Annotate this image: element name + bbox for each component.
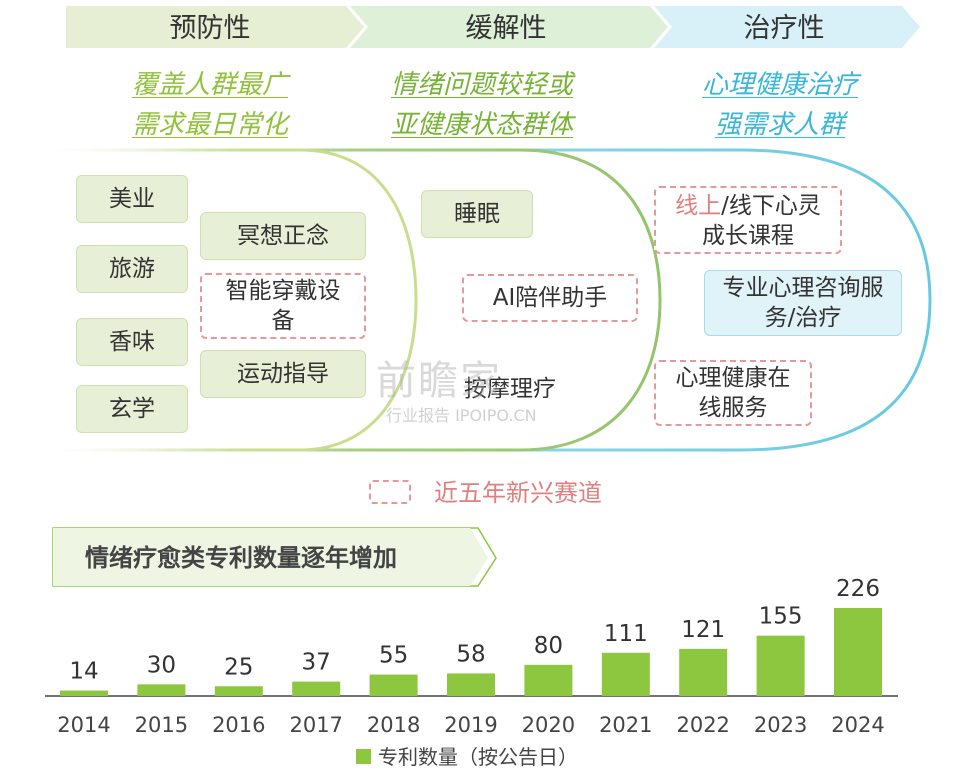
box-exercise: 运动指导	[200, 350, 366, 398]
patent-bar-chart: 14 2014 30 2015 25 2016 37 2017 55 2018 58 2019 80 20…	[45, 576, 898, 737]
tagline-relief-1: 情绪问题较轻或	[390, 70, 573, 100]
tagline-therapy-1: 心理健康治疗	[701, 70, 858, 100]
box-metaphysics: 玄学	[76, 385, 188, 433]
bar-2021	[601, 652, 650, 696]
data-label-2015: 30	[147, 652, 176, 678]
x-tick-label-2018: 2018	[367, 713, 420, 737]
box-growth-courses: 线上/线下心灵成长课程	[654, 186, 842, 254]
bar-2016	[214, 686, 263, 696]
series-legend-swatch	[356, 749, 371, 764]
x-tick-label-2016: 2016	[212, 713, 265, 737]
category-therapy-label: 治疗性	[743, 13, 825, 44]
bar-2022	[679, 648, 728, 696]
box-online-mental-health: 心理健康在线服务	[654, 360, 812, 426]
data-label-2018: 55	[379, 643, 408, 669]
x-tick-label-2017: 2017	[289, 713, 342, 737]
box-travel: 旅游	[76, 245, 188, 293]
bar-2017	[292, 681, 341, 696]
x-tick-label-2024: 2024	[831, 713, 884, 737]
data-label-2024: 226	[836, 576, 880, 602]
x-tick-label-2014: 2014	[57, 713, 110, 737]
bar-2019	[447, 673, 495, 696]
box-wearables: 智能穿戴设备	[200, 273, 366, 339]
x-tick-label-2022: 2022	[676, 713, 729, 737]
category-preventive-label: 预防性	[169, 13, 251, 44]
ellipse-relief	[40, 148, 662, 452]
x-tick-label-2015: 2015	[135, 713, 188, 737]
watermark-logo: 前瞻家	[376, 358, 502, 404]
arrow-relief	[350, 6, 668, 48]
watermark-subtitle: 行业报告 IPOIPO.CN	[386, 406, 537, 425]
category-arrows	[66, 6, 920, 48]
series-legend-label: 专利数量（按公告日）	[378, 745, 578, 769]
arrow-therapy	[654, 6, 920, 48]
data-label-2023: 155	[759, 604, 803, 630]
data-label-2014: 14	[69, 659, 98, 685]
data-label-2021: 111	[604, 621, 648, 647]
box-ai-companion: AI陪伴助手	[462, 274, 638, 322]
chart-title-banner	[52, 527, 497, 587]
box-fragrance: 香味	[76, 318, 188, 366]
tagline-therapy-2: 强需求人群	[714, 110, 845, 140]
box-beauty: 美业	[76, 175, 188, 223]
ellipse-therapy	[40, 148, 932, 452]
arrow-preventive	[66, 6, 364, 48]
data-label-2022: 121	[681, 617, 725, 643]
box-massage: 按摩理疗	[464, 376, 556, 402]
tagline-preventive-2: 需求最日常化	[131, 110, 288, 140]
bar-2020	[524, 664, 573, 696]
x-tick-label-2023: 2023	[754, 713, 807, 737]
x-tick-label-2019: 2019	[444, 713, 497, 737]
x-tick-label-2021: 2021	[599, 713, 652, 737]
x-tick-label-2020: 2020	[522, 713, 575, 737]
ellipse-preventive	[40, 148, 418, 452]
data-label-2019: 58	[456, 641, 485, 667]
bar-2018	[369, 674, 418, 696]
box-sleep: 睡眠	[421, 190, 533, 238]
online-highlight: 线上	[675, 193, 722, 219]
data-label-2020: 80	[534, 633, 563, 659]
category-relief-label: 缓解性	[465, 13, 547, 44]
bar-2024	[834, 608, 882, 696]
emerging-legend-swatch	[369, 480, 411, 504]
data-label-2017: 37	[302, 650, 331, 676]
growth-courses-rest: /线下心灵成长课程	[702, 193, 821, 249]
bar-2014	[60, 690, 108, 696]
box-professional-counseling: 专业心理咨询服务/治疗	[704, 270, 902, 336]
bar-2023	[756, 635, 805, 696]
category-ellipses	[40, 148, 932, 452]
bar-2015	[137, 684, 186, 696]
tagline-relief-2: 亚健康状态群体	[390, 110, 573, 140]
chart-title: 情绪疗愈类专利数量逐年增加	[85, 544, 397, 572]
tagline-preventive-1: 覆盖人群最广	[131, 70, 288, 100]
emerging-legend-label: 近五年新兴赛道	[434, 479, 602, 507]
box-meditation: 冥想正念	[200, 212, 366, 260]
data-label-2016: 25	[224, 654, 253, 680]
